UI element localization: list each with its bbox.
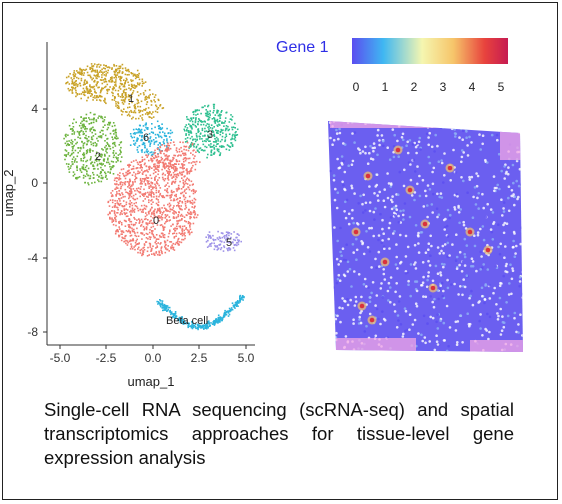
cluster-label-3: 3 [207,129,213,141]
legend-tick: 5 [498,80,505,94]
umap-points [63,63,245,331]
cluster-label-5: 5 [226,237,232,249]
umap-x-tick: -2.5 [96,351,117,365]
cluster-label-6: 6 [143,132,149,144]
legend-tick: 0 [353,80,360,94]
umap-x-tick: -5.0 [50,351,71,365]
legend-ticks: 0 1 2 3 4 5 [353,80,505,94]
umap-x-tick: 2.5 [191,351,208,365]
spatial-tissue [328,121,523,352]
legend-title: Gene 1 [276,39,329,56]
tissue-section [328,121,523,352]
umap-y-label: umap_2 [1,170,16,217]
legend-tick: 1 [382,80,389,94]
cluster-label-2: 2 [95,151,101,163]
umap-y-tick: 4 [31,102,38,116]
umap-y-tick: 0 [31,176,38,190]
cluster-label-0: 0 [153,215,159,227]
legend-tick: 2 [411,80,418,94]
umap-y-tick: -8 [27,325,38,339]
gene-legend: Gene 1 0 1 2 3 4 5 [276,38,508,94]
cluster-label-1: 1 [128,93,134,105]
cluster-label-beta: Beta cell [166,315,208,327]
figure-caption: Single-cell RNA sequencing (scRNA-seq) a… [44,399,514,468]
legend-tick: 3 [440,80,447,94]
umap-x-label: umap_1 [128,374,175,389]
umap-y-tick: -4 [27,251,38,265]
legend-colorbar [352,38,508,64]
legend-tick: 4 [469,80,476,94]
umap-plot: -5.0 -2.5 0.0 2.5 5.0 4 0 -4 -8 0 1 2 3 5 6 Beta… [1,42,255,389]
umap-x-tick: 5.0 [238,351,255,365]
umap-x-tick: 0.0 [145,351,162,365]
umap-ticks: -5.0 -2.5 0.0 2.5 5.0 4 0 -4 -8 [27,102,254,365]
